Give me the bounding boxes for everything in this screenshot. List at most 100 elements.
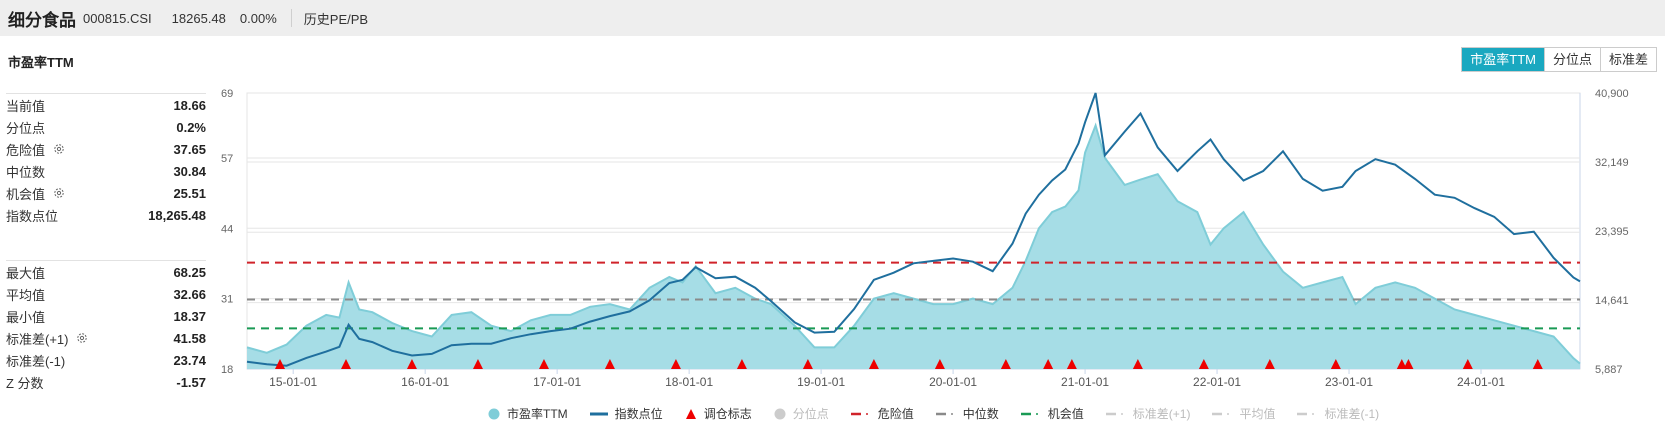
legend-item[interactable]: 中位数: [935, 405, 999, 422]
y-right-tick: 5,887: [1595, 364, 1623, 376]
stats-panel-current: 当前值 18.66 分位点 0.2% 危险值 37.65 中位数 30.84 机会值 25.51 指…: [6, 93, 206, 226]
section-title: 市盈率TTM: [8, 55, 74, 70]
stat-value: 30.84: [173, 163, 206, 179]
legend-label: 市盈率TTM: [507, 407, 568, 421]
stat-row: 平均值 32.66: [6, 283, 206, 305]
legend-label: 标准差(-1): [1324, 407, 1380, 421]
stat-label: 指数点位: [6, 206, 58, 225]
rebalance-marker-icon: [1198, 359, 1209, 369]
stat-value: 25.51: [173, 185, 206, 201]
stat-label-text: 危险值: [6, 142, 46, 158]
legend-item[interactable]: 分位点: [774, 405, 829, 422]
legend-item[interactable]: 机会值: [1020, 405, 1084, 422]
legend-label: 标准差(+1): [1132, 407, 1191, 421]
y-right-tick: 23,395: [1595, 226, 1629, 238]
pe-area: [247, 125, 1580, 369]
y-right-tick: 40,900: [1595, 88, 1629, 100]
stat-label-text: 中位数: [6, 164, 46, 180]
stat-row: 标准差(-1) 23.74: [6, 349, 206, 371]
tab-percentile[interactable]: 分位点: [1543, 48, 1600, 71]
stats-panel-history: 最大值 68.25 平均值 32.66 最小值 18.37 标准差(+1) 41.58 标准差(…: [6, 260, 206, 393]
legend-item[interactable]: 平均值: [1212, 405, 1275, 422]
gear-icon[interactable]: [53, 143, 65, 155]
legend-label: 平均值: [1239, 407, 1276, 421]
x-tick-label: 16-01-01: [401, 375, 450, 389]
dash-icon: [850, 412, 868, 415]
rebalance-marker-icon: [934, 359, 945, 369]
stat-label-text: 机会值: [6, 186, 46, 202]
rebalance-marker-icon: [1264, 359, 1275, 369]
circle-icon: [774, 408, 786, 419]
rebalance-marker-icon: [1066, 359, 1077, 369]
rebalance-marker-icon: [340, 359, 351, 369]
dash-icon: [1020, 412, 1038, 415]
dash-icon: [1297, 412, 1315, 415]
history-pe-pb-link[interactable]: 历史PE/PB: [303, 11, 369, 27]
rebalance-marker-icon: [1403, 359, 1414, 369]
x-tick-label: 23-01-01: [1325, 375, 1374, 389]
stat-row: 最小值 18.37: [6, 305, 206, 327]
stat-value: 23.74: [173, 352, 206, 368]
x-tick-label: 18-01-01: [665, 375, 714, 389]
stat-label: 中位数: [6, 162, 45, 181]
stat-label: 最大值: [6, 263, 45, 282]
stat-label-text: 标准差(+1): [6, 331, 69, 347]
legend-item[interactable]: 危险值: [850, 405, 914, 422]
stat-row: 指数点位 18,265.48: [6, 204, 206, 226]
rebalance-marker-icon: [1396, 359, 1407, 369]
stat-label-text: 标准差(-1): [6, 353, 66, 369]
rebalance-marker-icon: [670, 359, 681, 369]
legend-item[interactable]: 市盈率TTM: [488, 405, 568, 422]
index-price: 18265.48: [171, 10, 226, 26]
gear-icon[interactable]: [76, 332, 88, 344]
stat-value: 18.37: [173, 308, 206, 324]
dash-icon: [1105, 412, 1123, 415]
stat-row: 标准差(+1) 41.58: [6, 327, 206, 349]
stat-label-text: 分位点: [6, 120, 46, 136]
legend-item[interactable]: 指数点位: [589, 405, 663, 422]
legend-item[interactable]: 标准差(-1): [1297, 405, 1379, 422]
y-left-tick: 44: [221, 223, 233, 235]
y-left-tick: 31: [221, 294, 233, 306]
stat-label: 标准差(-1): [6, 351, 65, 370]
stat-row: 当前值 18.66: [6, 94, 206, 116]
header-divider: [290, 9, 292, 27]
metric-tabs: 市盈率TTM 分位点 标准差: [1461, 47, 1657, 72]
stat-label-text: Z 分数: [6, 375, 44, 391]
y-left-tick: 69: [221, 88, 233, 100]
rebalance-marker-icon: [1000, 359, 1011, 369]
stat-row: 机会值 25.51: [6, 182, 206, 204]
stat-value: 32.66: [173, 286, 206, 302]
legend-label: 指数点位: [614, 407, 663, 421]
x-tick-label: 20-01-01: [929, 375, 978, 389]
stat-row: 分位点 0.2%: [6, 116, 206, 138]
tab-pe-ttm[interactable]: 市盈率TTM: [1462, 48, 1544, 71]
stat-label-text: 平均值: [6, 287, 46, 303]
rebalance-marker-icon: [1462, 359, 1473, 369]
circle-icon: [488, 408, 500, 419]
stat-label-text: 指数点位: [6, 208, 59, 224]
stat-value: 18.66: [173, 97, 206, 113]
stat-value: 41.58: [173, 330, 206, 346]
x-tick-label: 15-01-01: [269, 375, 318, 389]
stat-label: 分位点: [6, 118, 45, 137]
index-change: 0.00%: [239, 10, 277, 26]
y-right-tick: 14,641: [1595, 295, 1629, 307]
rebalance-marker-icon: [1330, 359, 1341, 369]
pe-line: [246, 122, 1581, 365]
stat-label-text: 最大值: [6, 265, 46, 281]
rebalance-marker-icon: [406, 359, 417, 369]
stat-value: 68.25: [173, 264, 206, 280]
gear-icon[interactable]: [53, 187, 65, 199]
rebalance-marker-icon: [1043, 359, 1054, 369]
tab-std-dev[interactable]: 标准差: [1599, 48, 1656, 71]
legend-label: 调仓标志: [703, 407, 752, 421]
legend-item[interactable]: 标准差(+1): [1105, 405, 1191, 422]
rebalance-marker-icon: [1132, 359, 1143, 369]
stat-row: 最大值 68.25: [6, 261, 206, 283]
legend-item[interactable]: 调仓标志: [685, 405, 752, 422]
index-name: 细分食品: [8, 10, 76, 30]
stat-value: -1.57: [176, 374, 206, 390]
stat-row: Z 分数 -1.57: [6, 371, 206, 393]
